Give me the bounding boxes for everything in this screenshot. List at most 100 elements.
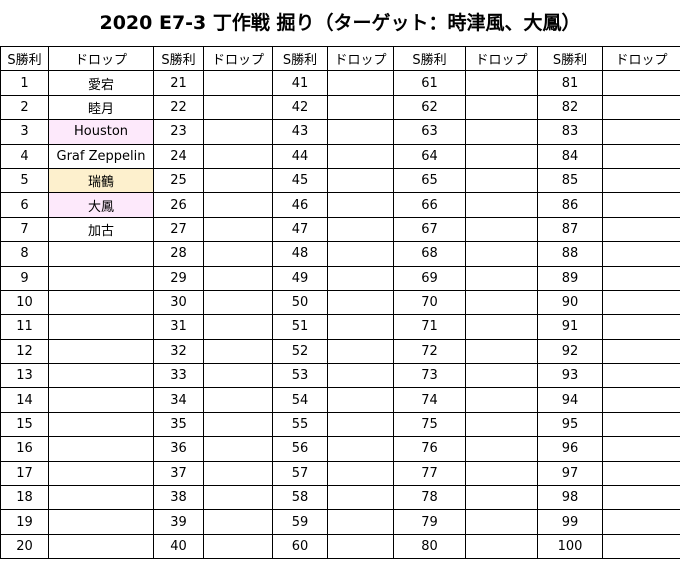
wins-cell[interactable]: 56: [272, 436, 328, 462]
drop-cell[interactable]: [203, 216, 273, 243]
drop-cell[interactable]: [203, 436, 273, 462]
wins-cell[interactable]: 52: [272, 338, 328, 365]
drop-cell[interactable]: [602, 265, 680, 291]
wins-cell[interactable]: 5: [0, 167, 49, 194]
wins-cell[interactable]: 82: [537, 94, 603, 121]
wins-cell[interactable]: 83: [537, 119, 603, 145]
wins-cell[interactable]: 40: [153, 533, 204, 560]
wins-cell[interactable]: 96: [537, 436, 603, 462]
wins-cell[interactable]: 45: [272, 167, 328, 194]
drop-cell[interactable]: [327, 485, 394, 511]
wins-cell[interactable]: 41: [272, 70, 328, 96]
wins-cell[interactable]: 93: [537, 363, 603, 389]
drop-cell[interactable]: [327, 509, 394, 535]
wins-cell[interactable]: 58: [272, 485, 328, 511]
drop-cell[interactable]: [327, 314, 394, 340]
wins-cell[interactable]: 97: [537, 460, 603, 487]
wins-cell[interactable]: 74: [393, 387, 466, 413]
wins-cell[interactable]: 77: [393, 460, 466, 487]
wins-cell[interactable]: 61: [393, 70, 466, 96]
drop-cell[interactable]: [327, 387, 394, 413]
drop-cell[interactable]: [465, 143, 538, 169]
drop-cell[interactable]: [602, 241, 680, 267]
drop-cell[interactable]: [327, 216, 394, 243]
wins-cell[interactable]: 19: [0, 509, 49, 535]
drop-cell[interactable]: [327, 241, 394, 267]
drop-cell[interactable]: [465, 167, 538, 194]
wins-cell[interactable]: 13: [0, 363, 49, 389]
drop-cell[interactable]: [465, 192, 538, 218]
drop-cell[interactable]: [327, 94, 394, 121]
wins-cell[interactable]: 71: [393, 314, 466, 340]
wins-cell[interactable]: 4: [0, 143, 49, 169]
drop-cell[interactable]: [602, 485, 680, 511]
wins-cell[interactable]: 6: [0, 192, 49, 218]
drop-cell[interactable]: [465, 485, 538, 511]
wins-cell[interactable]: 65: [393, 167, 466, 194]
wins-cell[interactable]: 91: [537, 314, 603, 340]
drop-cell[interactable]: [48, 241, 154, 267]
wins-cell[interactable]: 32: [153, 338, 204, 365]
wins-cell[interactable]: 95: [537, 411, 603, 438]
wins-cell[interactable]: 31: [153, 314, 204, 340]
drop-cell[interactable]: [203, 241, 273, 267]
drop-cell[interactable]: [48, 314, 154, 340]
drop-cell[interactable]: [602, 94, 680, 121]
drop-cell[interactable]: 大鳳: [48, 192, 154, 218]
wins-cell[interactable]: 48: [272, 241, 328, 267]
drop-cell[interactable]: [465, 70, 538, 96]
wins-cell[interactable]: 86: [537, 192, 603, 218]
wins-cell[interactable]: 39: [153, 509, 204, 535]
wins-cell[interactable]: 80: [393, 533, 466, 560]
header-wins-4[interactable]: S勝利: [393, 45, 466, 72]
wins-cell[interactable]: 84: [537, 143, 603, 169]
header-wins-1[interactable]: S勝利: [0, 45, 49, 72]
wins-cell[interactable]: 69: [393, 265, 466, 291]
wins-cell[interactable]: 37: [153, 460, 204, 487]
drop-cell[interactable]: 睦月: [48, 94, 154, 121]
drop-cell[interactable]: Graf Zeppelin: [48, 143, 154, 169]
wins-cell[interactable]: 54: [272, 387, 328, 413]
drop-cell[interactable]: [327, 289, 394, 316]
wins-cell[interactable]: 99: [537, 509, 603, 535]
wins-cell[interactable]: 88: [537, 241, 603, 267]
wins-cell[interactable]: 100: [537, 533, 603, 560]
drop-cell[interactable]: [602, 289, 680, 316]
drop-cell[interactable]: [465, 289, 538, 316]
drop-cell[interactable]: [48, 387, 154, 413]
drop-cell[interactable]: [48, 289, 154, 316]
drop-cell[interactable]: [602, 143, 680, 169]
wins-cell[interactable]: 25: [153, 167, 204, 194]
drop-cell[interactable]: [327, 167, 394, 194]
wins-cell[interactable]: 68: [393, 241, 466, 267]
wins-cell[interactable]: 1: [0, 70, 49, 96]
wins-cell[interactable]: 29: [153, 265, 204, 291]
wins-cell[interactable]: 8: [0, 241, 49, 267]
drop-cell[interactable]: [203, 338, 273, 365]
drop-cell[interactable]: [203, 509, 273, 535]
wins-cell[interactable]: 24: [153, 143, 204, 169]
drop-cell[interactable]: [203, 289, 273, 316]
drop-cell[interactable]: [602, 167, 680, 194]
wins-cell[interactable]: 38: [153, 485, 204, 511]
wins-cell[interactable]: 62: [393, 94, 466, 121]
drop-cell[interactable]: [327, 533, 394, 560]
wins-cell[interactable]: 11: [0, 314, 49, 340]
wins-cell[interactable]: 43: [272, 119, 328, 145]
drop-cell[interactable]: [327, 265, 394, 291]
wins-cell[interactable]: 81: [537, 70, 603, 96]
header-drop-2[interactable]: ドロップ: [203, 45, 273, 72]
drop-cell[interactable]: [203, 533, 273, 560]
drop-cell[interactable]: [602, 70, 680, 96]
drop-cell[interactable]: [602, 509, 680, 535]
wins-cell[interactable]: 42: [272, 94, 328, 121]
wins-cell[interactable]: 55: [272, 411, 328, 438]
drop-cell[interactable]: [327, 436, 394, 462]
drop-cell[interactable]: [48, 338, 154, 365]
drop-cell[interactable]: [602, 119, 680, 145]
wins-cell[interactable]: 76: [393, 436, 466, 462]
drop-cell[interactable]: [327, 119, 394, 145]
drop-cell[interactable]: [602, 363, 680, 389]
wins-cell[interactable]: 28: [153, 241, 204, 267]
wins-cell[interactable]: 87: [537, 216, 603, 243]
